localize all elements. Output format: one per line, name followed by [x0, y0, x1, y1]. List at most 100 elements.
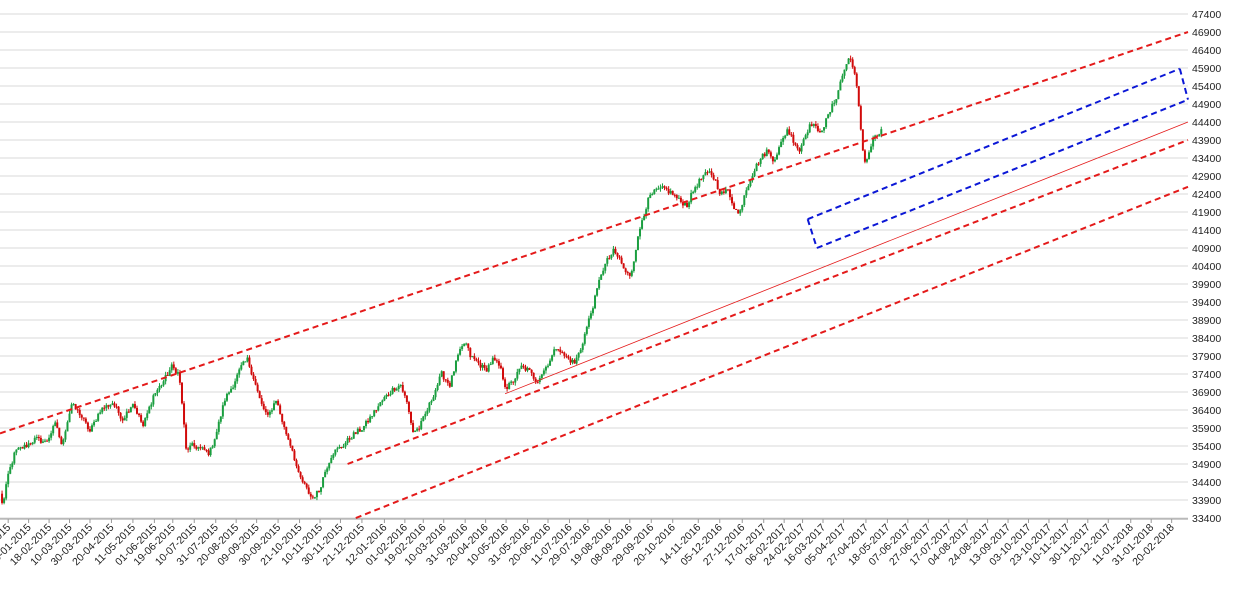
- candle-down: [469, 347, 472, 358]
- candle-up: [489, 363, 492, 365]
- candle-up: [596, 288, 599, 296]
- candle-up: [549, 360, 552, 366]
- candle-up: [865, 159, 868, 162]
- candle-up: [639, 228, 642, 237]
- candle-down: [262, 403, 265, 410]
- candle-up: [782, 137, 785, 142]
- candle-down: [25, 444, 28, 448]
- candle-up: [692, 191, 695, 193]
- candle-down: [512, 381, 515, 383]
- candle-up: [655, 188, 658, 190]
- candle-up: [176, 372, 179, 374]
- candle-up: [123, 417, 126, 421]
- candle-down: [60, 437, 63, 445]
- candle-up: [197, 447, 200, 449]
- candle-down: [675, 195, 678, 199]
- candle-up: [152, 395, 155, 405]
- y-tick-label: 34900: [1192, 459, 1221, 471]
- candle-up: [129, 407, 132, 413]
- candle-up: [459, 349, 462, 355]
- candle-up: [708, 171, 711, 173]
- trendline-lower-channel-red-1: [347, 139, 1189, 465]
- candle-up: [170, 364, 173, 371]
- candle-up: [19, 447, 22, 449]
- candle-down: [354, 432, 357, 434]
- candle-up: [518, 368, 521, 372]
- candle-down: [771, 156, 774, 162]
- candle-up: [105, 405, 108, 409]
- candle-up: [741, 205, 744, 211]
- candle-down: [448, 382, 451, 387]
- candle-down: [798, 148, 801, 152]
- y-tick-label: 38400: [1192, 333, 1221, 345]
- y-tick-label: 37900: [1192, 351, 1221, 363]
- candle-down: [203, 447, 206, 451]
- candle-up: [221, 405, 224, 417]
- candle-up: [471, 356, 474, 358]
- candle-down: [340, 446, 343, 448]
- candle-up: [158, 386, 161, 390]
- candle-up: [246, 357, 249, 362]
- candle-down: [172, 364, 175, 369]
- candle-down: [387, 394, 390, 396]
- candle-up: [594, 295, 597, 309]
- candle-down: [506, 386, 509, 389]
- candle-down: [522, 365, 525, 367]
- candle-up: [743, 195, 746, 206]
- candle-down: [816, 125, 819, 132]
- y-tick-label: 41400: [1192, 225, 1221, 237]
- candle-up: [765, 149, 768, 157]
- candle-down: [135, 407, 138, 414]
- candle-up: [15, 449, 18, 453]
- candle-down: [446, 379, 449, 383]
- candle-down: [58, 427, 61, 438]
- candle-down: [401, 385, 404, 392]
- candle-down: [254, 379, 257, 385]
- candle-down: [559, 349, 562, 353]
- candle-up: [510, 381, 513, 383]
- candle-up: [201, 447, 204, 449]
- candle-up: [365, 420, 368, 427]
- candle-down: [763, 153, 766, 157]
- candle-up: [581, 343, 584, 350]
- candle-up: [808, 124, 811, 133]
- candle-down: [178, 372, 181, 383]
- candle-up: [109, 404, 112, 407]
- candle-up: [54, 422, 57, 427]
- candle-up: [878, 134, 881, 137]
- candle-down: [616, 252, 619, 257]
- candle-up: [225, 393, 228, 401]
- candle-down: [250, 366, 253, 375]
- candle-down: [405, 395, 408, 403]
- candle-up: [720, 191, 723, 195]
- candle-down: [113, 403, 116, 407]
- candle-down: [485, 367, 488, 372]
- candle-up: [583, 333, 586, 344]
- candle-down: [174, 368, 177, 374]
- candle-down: [82, 417, 85, 419]
- candle-up: [168, 370, 171, 376]
- candle-up: [804, 135, 807, 140]
- y-tick-label: 34400: [1192, 477, 1221, 489]
- candle-up: [649, 194, 652, 198]
- candle-up: [35, 437, 38, 439]
- candle-up: [747, 186, 750, 191]
- candle-down: [1, 493, 4, 503]
- candle-up: [99, 412, 102, 414]
- candle-down: [561, 352, 564, 354]
- candle-up: [371, 416, 374, 418]
- candle-up: [749, 180, 752, 187]
- candle-up: [379, 402, 382, 407]
- candle-up: [829, 112, 832, 115]
- candle-down: [193, 443, 196, 447]
- candle-up: [62, 439, 65, 445]
- candle-down: [307, 487, 310, 494]
- candle-up: [436, 384, 439, 390]
- x-axis-ticks: 09-01-201529-01-201518-02-201510-03-2015…: [0, 519, 1177, 568]
- candle-down: [673, 194, 676, 196]
- trendline-blue-channel-lower: [816, 98, 1189, 249]
- candle-down: [563, 352, 566, 356]
- candle-up: [837, 90, 840, 100]
- candle-up: [369, 416, 372, 423]
- candle-up: [414, 430, 417, 432]
